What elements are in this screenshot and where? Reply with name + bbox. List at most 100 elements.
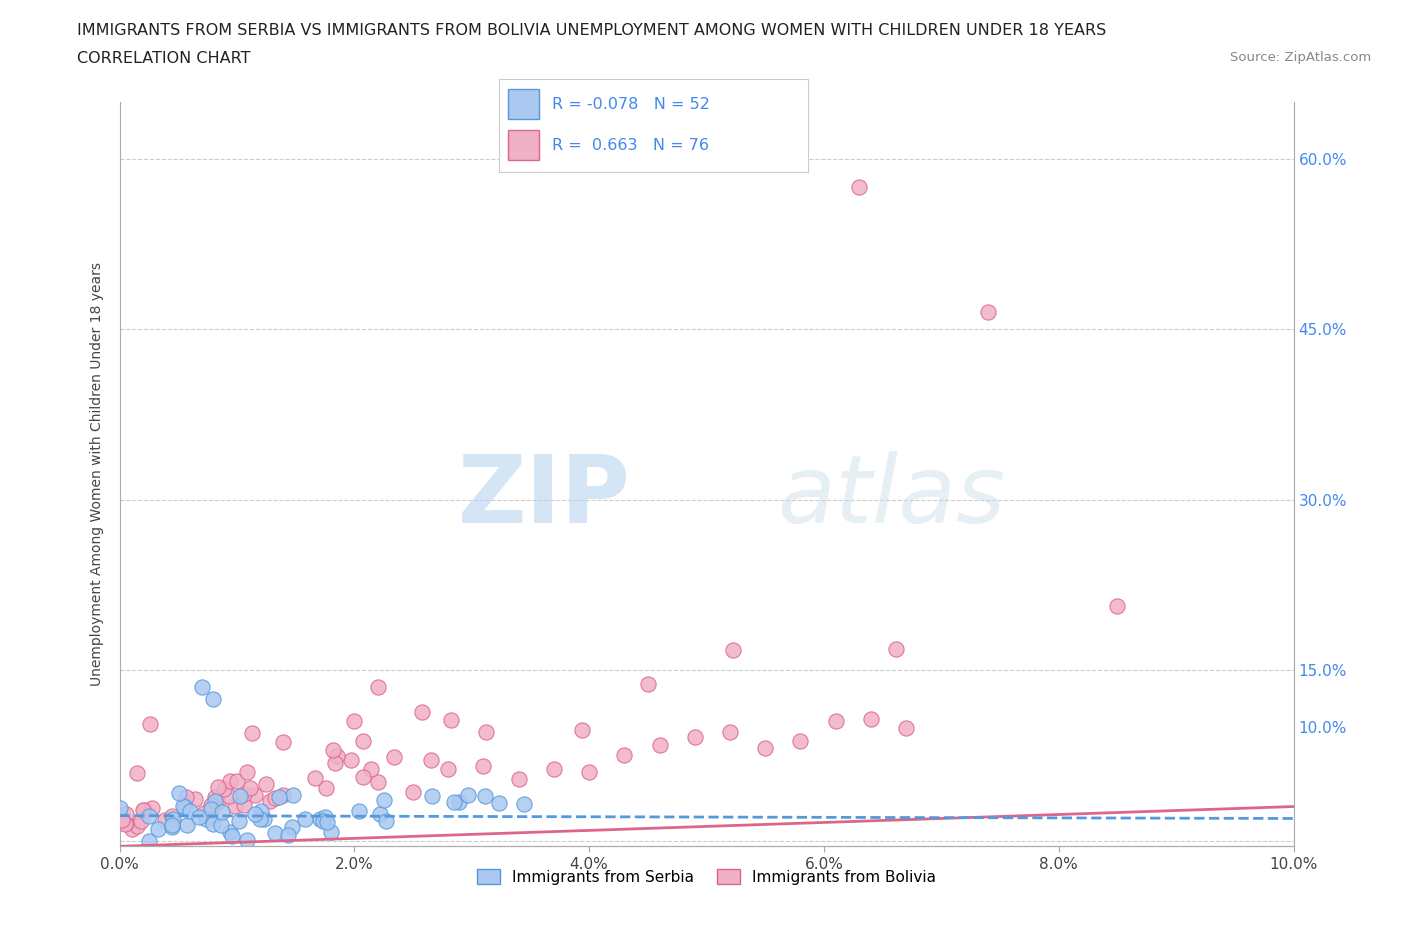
Point xyxy=(249,804,271,818)
Point xyxy=(420,752,443,767)
Point xyxy=(173,800,195,815)
Point xyxy=(174,790,197,804)
Point xyxy=(229,789,252,804)
Point xyxy=(683,729,706,744)
Point xyxy=(648,737,671,752)
Point xyxy=(253,812,276,827)
Point xyxy=(233,797,256,812)
Point xyxy=(271,788,294,803)
Point xyxy=(129,814,152,829)
Point xyxy=(1107,599,1129,614)
Point xyxy=(194,811,217,826)
Point xyxy=(160,808,183,823)
Point xyxy=(190,680,212,695)
Point xyxy=(472,759,495,774)
Point xyxy=(193,805,215,820)
Text: atlas: atlas xyxy=(778,451,1005,542)
Point xyxy=(294,812,316,827)
Point xyxy=(167,786,190,801)
Point xyxy=(457,788,479,803)
Point xyxy=(475,724,498,739)
Point xyxy=(240,725,263,740)
Point xyxy=(183,792,205,807)
Point xyxy=(179,804,201,818)
Point xyxy=(513,797,536,812)
Point xyxy=(375,814,398,829)
Point xyxy=(859,711,882,726)
Point xyxy=(267,790,290,804)
Text: IMMIGRANTS FROM SERBIA VS IMMIGRANTS FROM BOLIVIA UNEMPLOYMENT AMONG WOMEN WITH : IMMIGRANTS FROM SERBIA VS IMMIGRANTS FRO… xyxy=(77,23,1107,38)
Point xyxy=(211,804,233,819)
Point xyxy=(884,642,907,657)
Point xyxy=(440,713,463,728)
Point xyxy=(125,765,148,780)
Point xyxy=(447,794,470,809)
Point xyxy=(132,803,155,817)
Point xyxy=(312,814,335,829)
Point xyxy=(437,761,460,776)
Point xyxy=(235,764,257,779)
Point xyxy=(578,764,600,779)
Point xyxy=(373,792,395,807)
Point xyxy=(187,810,209,825)
Point xyxy=(613,747,636,762)
Point xyxy=(207,794,229,809)
Point xyxy=(204,790,226,804)
Point xyxy=(281,820,304,835)
Point xyxy=(125,818,148,833)
Point xyxy=(209,817,232,832)
Point xyxy=(146,822,169,837)
Point xyxy=(347,804,370,818)
Point xyxy=(218,788,240,803)
Point xyxy=(259,793,281,808)
Point xyxy=(155,812,177,827)
Y-axis label: Unemployment Among Women with Children Under 18 years: Unemployment Among Women with Children U… xyxy=(90,262,104,686)
Point xyxy=(264,826,287,841)
Point xyxy=(718,724,741,739)
Point xyxy=(382,750,405,764)
FancyBboxPatch shape xyxy=(509,89,540,119)
Point xyxy=(138,833,160,848)
Point xyxy=(543,762,565,777)
Point xyxy=(218,825,240,840)
Point xyxy=(221,829,243,844)
Point xyxy=(115,806,138,821)
Point xyxy=(138,809,160,824)
Point xyxy=(824,713,846,728)
Point xyxy=(207,779,229,794)
Point xyxy=(249,812,271,827)
Point xyxy=(132,803,155,817)
FancyBboxPatch shape xyxy=(509,130,540,160)
Point xyxy=(977,305,1000,320)
Point xyxy=(172,799,194,814)
Point xyxy=(238,780,260,795)
Point xyxy=(212,781,235,796)
Point xyxy=(754,740,776,755)
Point xyxy=(200,798,222,813)
Point xyxy=(204,793,226,808)
Point xyxy=(443,794,465,809)
Point xyxy=(488,795,510,810)
Point xyxy=(228,813,250,828)
Point xyxy=(316,815,339,830)
Point xyxy=(160,817,183,832)
Point xyxy=(360,762,382,777)
Point xyxy=(281,788,304,803)
Point xyxy=(243,788,266,803)
Text: R = -0.078   N = 52: R = -0.078 N = 52 xyxy=(551,97,710,112)
Point xyxy=(474,789,496,804)
Point xyxy=(508,772,530,787)
Point xyxy=(340,752,363,767)
Point xyxy=(326,749,349,764)
Point xyxy=(162,811,184,826)
Point xyxy=(121,822,143,837)
Point xyxy=(200,802,222,817)
Point xyxy=(352,734,374,749)
Point xyxy=(271,735,294,750)
Point xyxy=(322,742,344,757)
Point xyxy=(162,819,184,834)
Point xyxy=(141,801,163,816)
Text: Source: ZipAtlas.com: Source: ZipAtlas.com xyxy=(1230,51,1371,64)
Text: CORRELATION CHART: CORRELATION CHART xyxy=(77,51,250,66)
Point xyxy=(114,817,136,831)
